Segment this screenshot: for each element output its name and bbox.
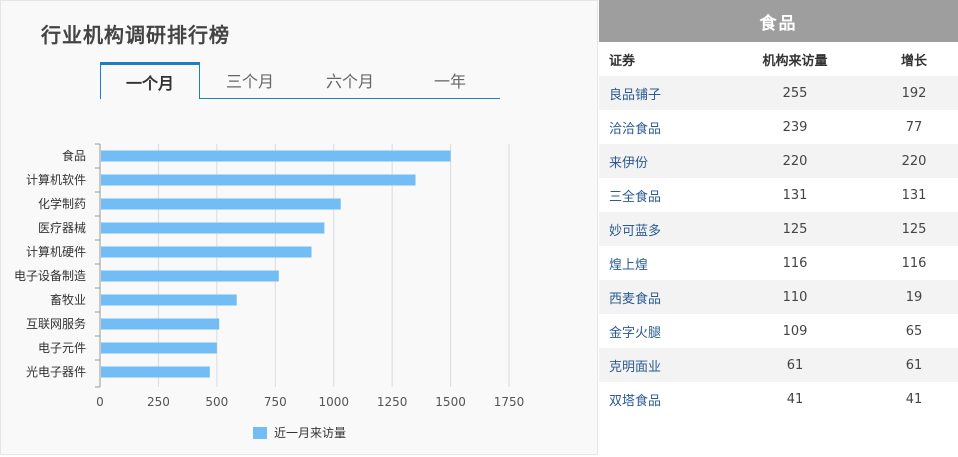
- visits-cell: 109: [782, 323, 808, 339]
- bar: [101, 366, 210, 378]
- table-body: 良品铺子 255 192 洽洽食品 239 77 来伊份 220 220 三全食品 131 131 妙可…: [599, 76, 958, 416]
- security-name-link[interactable]: 妙可蓝多: [609, 223, 662, 239]
- growth-cell: 125: [901, 221, 927, 237]
- column-header-growth: 增长: [900, 53, 927, 69]
- security-name-link[interactable]: 来伊份: [609, 155, 649, 171]
- bar: [101, 294, 237, 306]
- table-row[interactable]: 来伊份 220 220: [599, 144, 958, 178]
- industry-bar-chart: 0 250 500 750 1000 1250 1500 1750 食品计算机软件化学制药医疗器…: [14, 143, 525, 409]
- bar: [101, 270, 279, 282]
- growth-cell: 192: [901, 85, 927, 101]
- security-name-link[interactable]: 双塔食品: [609, 393, 662, 409]
- growth-cell: 77: [905, 119, 923, 135]
- category-label: 化学制药: [38, 196, 86, 211]
- table-row[interactable]: 西麦食品 110 19: [599, 280, 958, 314]
- column-header-security: 证券: [609, 53, 636, 69]
- category-label: 互联网服务: [26, 316, 86, 331]
- sector-detail-panel: 食品 证券 机构来访量 增长 良品铺子 255 192 洽洽食品 239 77 来伊份 220…: [599, 0, 958, 457]
- stock-table: 证券 机构来访量 增长 良品铺子 255 192 洽洽食品 239 77 来伊份 220 220…: [599, 42, 958, 416]
- column-header-visits: 机构来访量: [762, 53, 828, 69]
- category-label: 食品: [62, 148, 86, 163]
- table-row[interactable]: 克明面业 61 61: [599, 348, 958, 382]
- table-row[interactable]: 三全食品 131 131: [599, 178, 958, 212]
- table-row[interactable]: 妙可蓝多 125 125: [599, 212, 958, 246]
- security-name-link[interactable]: 克明面业: [609, 359, 662, 375]
- growth-cell: 19: [905, 289, 923, 305]
- table-row[interactable]: 双塔食品 41 41: [599, 382, 958, 416]
- x-tick-label: 500: [205, 395, 228, 409]
- sector-header: 食品: [599, 0, 958, 42]
- visits-cell: 61: [786, 357, 804, 373]
- growth-cell: 65: [905, 323, 923, 339]
- security-name-link[interactable]: 西麦食品: [609, 291, 662, 307]
- tab-one-year[interactable]: 一年: [433, 72, 466, 91]
- x-tick-label: 1000: [318, 395, 349, 409]
- category-label: 畜牧业: [50, 292, 86, 307]
- ranking-panel: 行业机构调研排行榜 一个月 三个月 六个月 一年 0 250 500 750 1000 1…: [0, 0, 598, 455]
- period-tabs: 一个月 三个月 六个月 一年: [100, 62, 500, 99]
- bar: [101, 222, 325, 234]
- visits-cell: 41: [786, 391, 804, 407]
- x-tick-label: 0: [96, 395, 104, 409]
- visits-cell: 110: [782, 289, 808, 305]
- table-row[interactable]: 金字火腿 109 65: [599, 314, 958, 348]
- growth-cell: 116: [901, 255, 927, 271]
- visits-cell: 255: [782, 85, 808, 101]
- tab-three-months[interactable]: 三个月: [225, 72, 274, 91]
- visits-cell: 125: [782, 221, 808, 237]
- category-label: 电子设备制造: [14, 269, 86, 283]
- bar: [101, 246, 312, 258]
- growth-cell: 131: [901, 187, 927, 203]
- x-tick-label: 250: [147, 395, 170, 409]
- bar: [101, 342, 217, 354]
- security-name-link[interactable]: 良品铺子: [609, 87, 662, 103]
- x-tick-label: 1250: [377, 395, 408, 409]
- table-row[interactable]: 洽洽食品 239 77: [599, 110, 958, 144]
- visits-cell: 239: [782, 119, 808, 135]
- x-tick-label: 1750: [494, 395, 525, 409]
- bar: [101, 174, 416, 186]
- visits-cell: 116: [782, 255, 808, 271]
- security-name-link[interactable]: 煌上煌: [609, 257, 649, 273]
- category-label: 计算机硬件: [26, 244, 86, 259]
- security-name-link[interactable]: 金字火腿: [609, 325, 662, 341]
- security-name-link[interactable]: 三全食品: [609, 189, 662, 205]
- legend-label: 近一月来访量: [274, 426, 347, 440]
- legend-swatch: [253, 426, 267, 439]
- visits-cell: 220: [782, 153, 808, 169]
- x-tick-label: 750: [264, 395, 287, 409]
- page-title: 行业机构调研排行榜: [41, 23, 230, 47]
- category-label: 计算机软件: [26, 172, 86, 187]
- x-tick-label: 1500: [435, 395, 466, 409]
- visits-cell: 131: [782, 187, 808, 203]
- bar: [101, 198, 341, 210]
- category-label: 光电子器件: [26, 365, 86, 379]
- table-header-row: 证券 机构来访量 增长: [599, 42, 958, 76]
- tab-one-month[interactable]: 一个月: [100, 62, 200, 99]
- chart-legend[interactable]: 近一月来访量: [253, 424, 346, 441]
- growth-cell: 41: [905, 391, 923, 407]
- bar: [101, 150, 451, 162]
- security-name-link[interactable]: 洽洽食品: [609, 121, 662, 137]
- table-row[interactable]: 煌上煌 116 116: [599, 246, 958, 280]
- category-label: 电子元件: [38, 341, 86, 355]
- growth-cell: 61: [905, 357, 923, 373]
- bar: [101, 318, 220, 330]
- table-row[interactable]: 良品铺子 255 192: [599, 76, 958, 110]
- category-label: 医疗器械: [38, 220, 86, 235]
- tab-six-months[interactable]: 六个月: [325, 72, 374, 91]
- growth-cell: 220: [901, 153, 927, 169]
